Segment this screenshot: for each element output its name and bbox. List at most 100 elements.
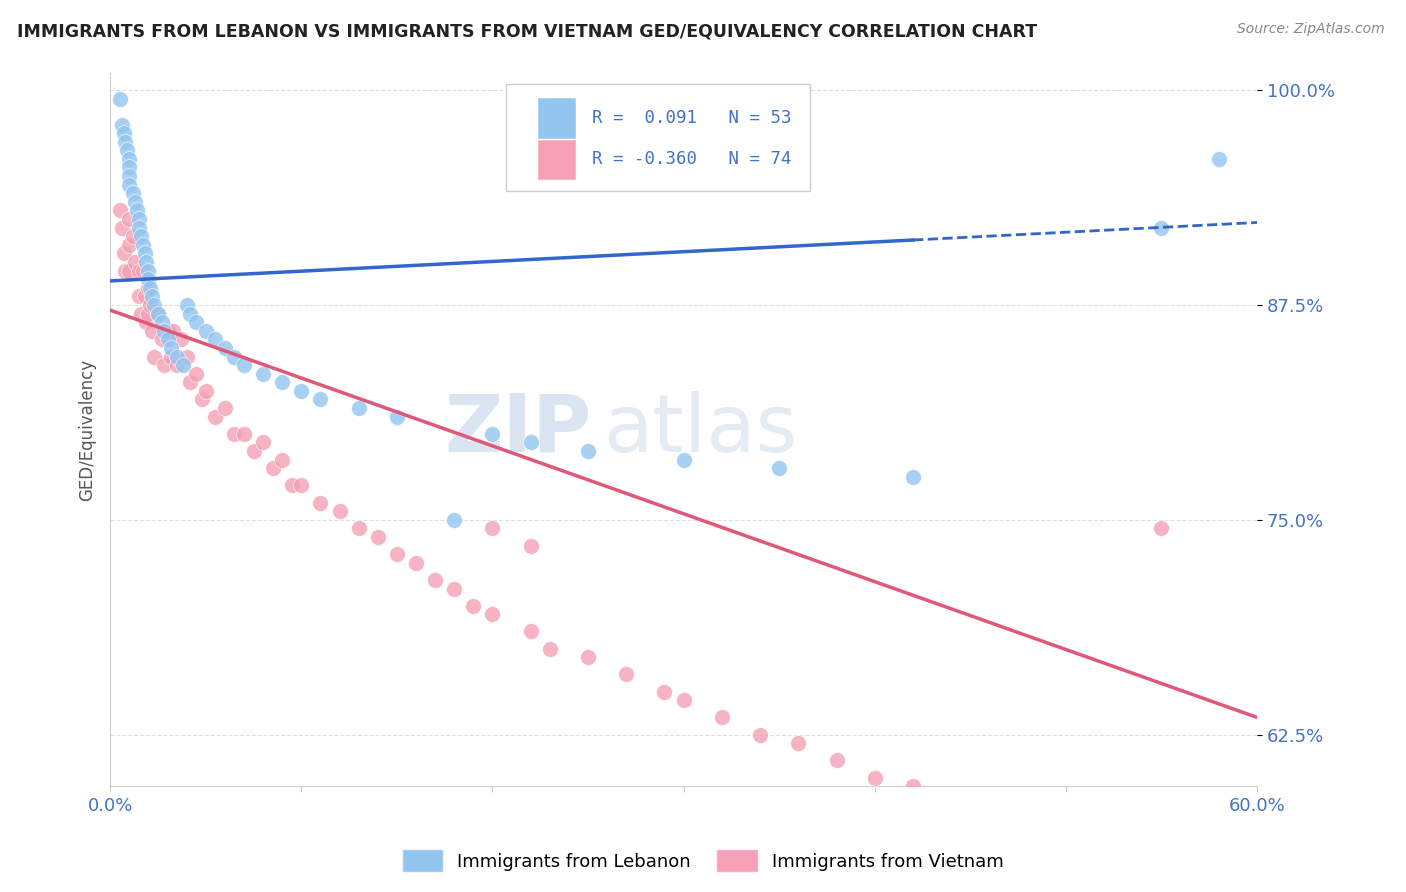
- Point: [385, 409, 408, 424]
- Point: [146, 307, 169, 321]
- Point: [131, 263, 153, 277]
- Point: [128, 220, 150, 235]
- Point: [519, 539, 541, 553]
- Point: [135, 255, 157, 269]
- Text: R =  0.091   N = 53: R = 0.091 N = 53: [592, 109, 792, 127]
- Point: [118, 263, 141, 277]
- Point: [150, 332, 173, 346]
- Point: [141, 324, 163, 338]
- Text: Source: ZipAtlas.com: Source: ZipAtlas.com: [1237, 22, 1385, 37]
- Point: [385, 547, 408, 561]
- Point: [443, 513, 465, 527]
- Point: [152, 324, 174, 338]
- Point: [138, 263, 160, 277]
- Point: [281, 478, 304, 492]
- Point: [128, 263, 150, 277]
- Point: [134, 289, 156, 303]
- Point: [1188, 882, 1211, 892]
- Point: [117, 144, 139, 158]
- Point: [576, 650, 599, 665]
- Point: [997, 814, 1019, 828]
- Y-axis label: GED/Equivalency: GED/Equivalency: [79, 359, 96, 500]
- FancyBboxPatch shape: [538, 140, 575, 179]
- Point: [114, 263, 136, 277]
- Point: [787, 736, 810, 750]
- Point: [112, 126, 135, 140]
- Point: [191, 392, 214, 407]
- Point: [423, 573, 446, 587]
- Point: [328, 504, 350, 518]
- Point: [152, 358, 174, 372]
- Point: [118, 212, 141, 227]
- Point: [118, 152, 141, 166]
- Point: [405, 556, 427, 570]
- Point: [150, 315, 173, 329]
- Point: [262, 461, 284, 475]
- Point: [481, 426, 503, 441]
- Point: [204, 332, 226, 346]
- Point: [271, 376, 294, 390]
- Point: [214, 341, 236, 355]
- Point: [1054, 830, 1077, 845]
- Point: [233, 358, 256, 372]
- Point: [309, 495, 332, 509]
- Point: [134, 246, 156, 260]
- Point: [614, 667, 637, 681]
- Point: [242, 444, 264, 458]
- Text: ZIP: ZIP: [444, 391, 592, 468]
- Point: [160, 341, 183, 355]
- Point: [170, 332, 193, 346]
- Point: [129, 307, 152, 321]
- Point: [135, 315, 157, 329]
- Point: [1150, 865, 1173, 880]
- Point: [1150, 521, 1173, 535]
- Point: [224, 426, 246, 441]
- Point: [176, 298, 198, 312]
- Point: [129, 229, 152, 244]
- Point: [111, 118, 134, 132]
- Point: [125, 203, 148, 218]
- Point: [194, 324, 217, 338]
- Point: [179, 307, 201, 321]
- Point: [172, 358, 194, 372]
- Point: [112, 246, 135, 260]
- Point: [252, 367, 274, 381]
- Point: [347, 401, 370, 415]
- Point: [214, 401, 236, 415]
- Point: [443, 582, 465, 596]
- Point: [233, 426, 256, 441]
- Point: [186, 367, 208, 381]
- Point: [672, 452, 695, 467]
- Point: [224, 350, 246, 364]
- Point: [463, 599, 485, 613]
- Point: [108, 92, 131, 106]
- Point: [1112, 847, 1135, 862]
- Text: R = -0.360   N = 74: R = -0.360 N = 74: [592, 150, 792, 169]
- Point: [128, 212, 150, 227]
- Point: [710, 710, 733, 724]
- Point: [143, 350, 166, 364]
- Point: [1208, 152, 1230, 166]
- Point: [519, 624, 541, 639]
- Point: [367, 530, 389, 544]
- Point: [138, 281, 160, 295]
- Point: [901, 470, 924, 484]
- Point: [825, 753, 848, 767]
- Point: [114, 135, 136, 149]
- Point: [176, 350, 198, 364]
- Point: [481, 607, 503, 622]
- Point: [162, 324, 184, 338]
- Point: [481, 521, 503, 535]
- Legend: Immigrants from Lebanon, Immigrants from Vietnam: Immigrants from Lebanon, Immigrants from…: [395, 843, 1011, 879]
- Text: IMMIGRANTS FROM LEBANON VS IMMIGRANTS FROM VIETNAM GED/EQUIVALENCY CORRELATION C: IMMIGRANTS FROM LEBANON VS IMMIGRANTS FR…: [17, 22, 1038, 40]
- Point: [118, 237, 141, 252]
- Point: [118, 161, 141, 175]
- Point: [128, 289, 150, 303]
- Point: [166, 358, 188, 372]
- Point: [160, 350, 183, 364]
- Point: [118, 169, 141, 183]
- FancyBboxPatch shape: [538, 98, 575, 137]
- FancyBboxPatch shape: [506, 84, 810, 191]
- Point: [143, 298, 166, 312]
- Point: [538, 641, 561, 656]
